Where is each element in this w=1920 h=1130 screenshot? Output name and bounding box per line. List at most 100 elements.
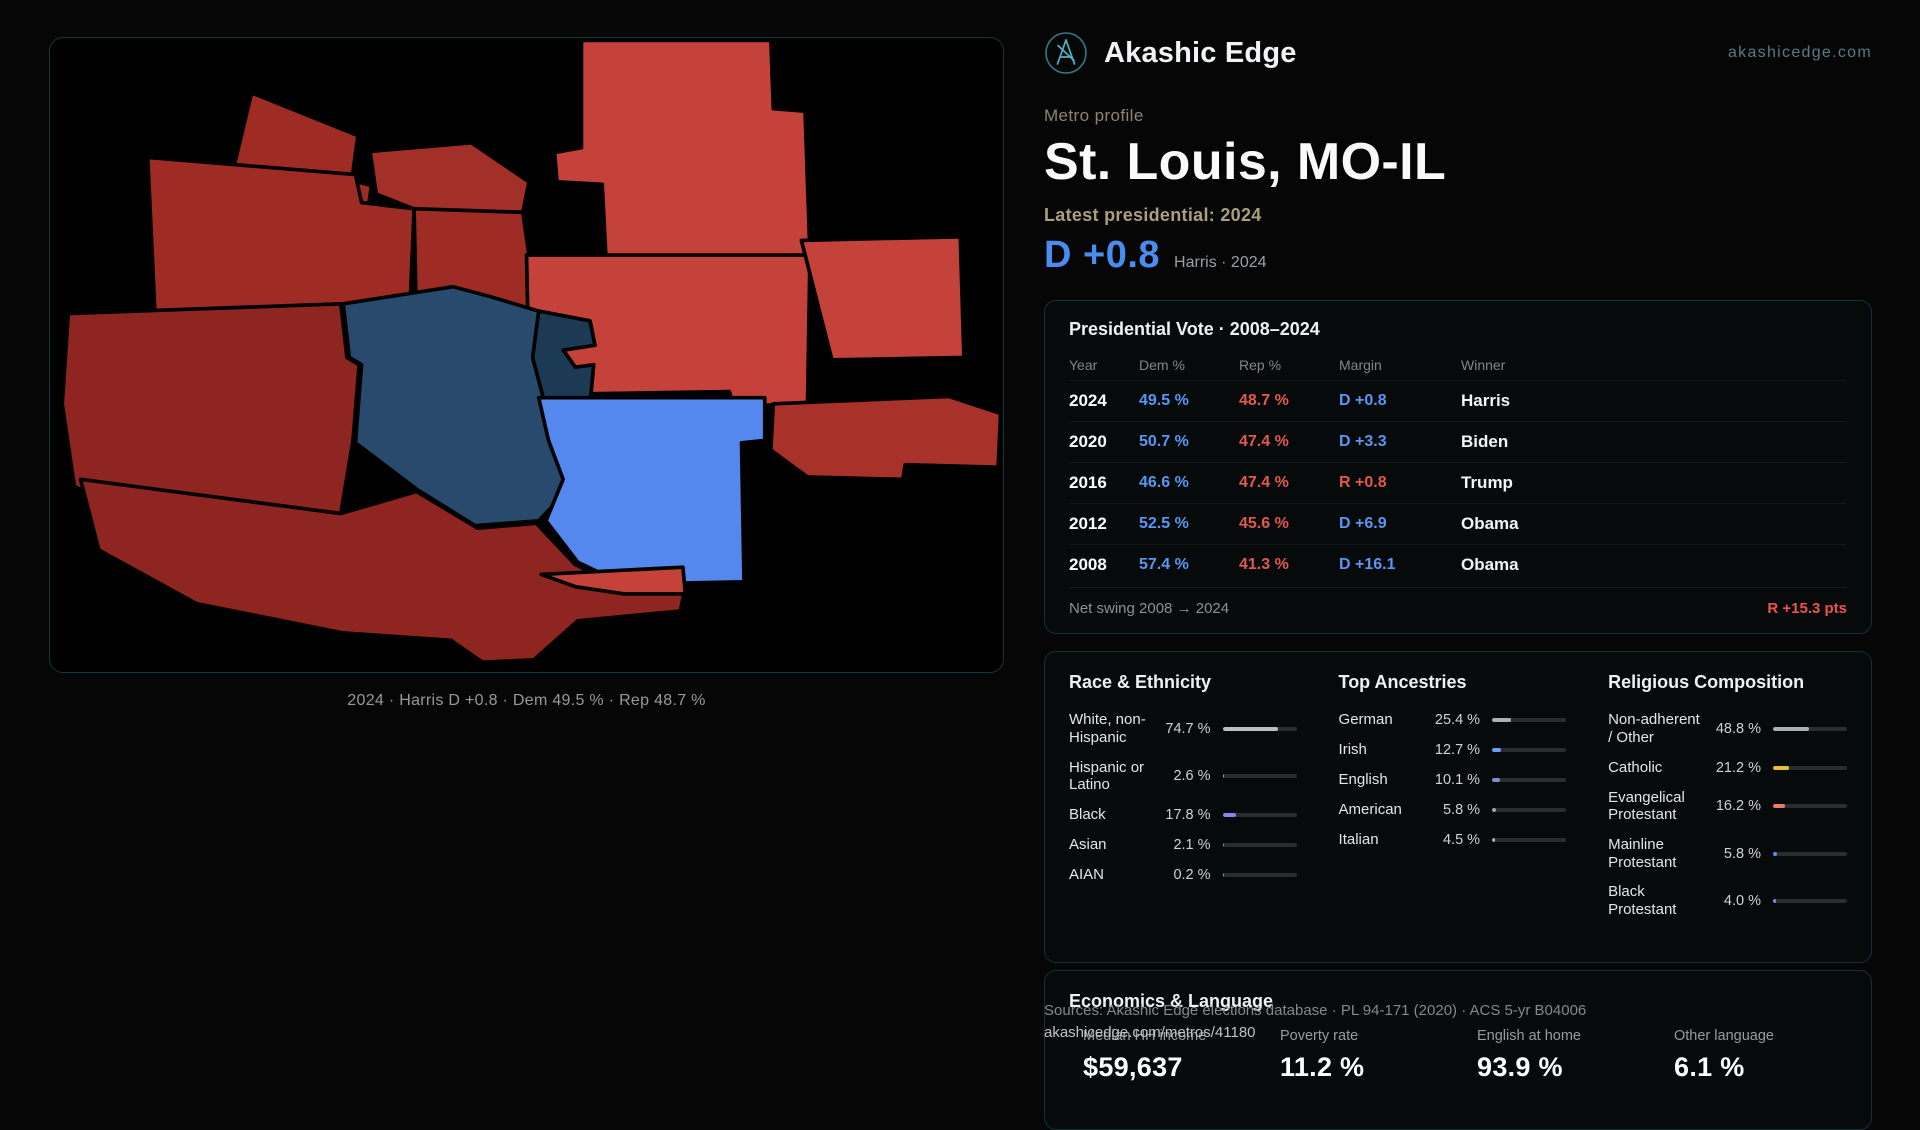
year-cell: 2008 <box>1069 555 1107 575</box>
row-label: Black <box>1069 806 1106 824</box>
row-value: 2.6 % <box>1173 768 1211 785</box>
header: Akashic Edge akashicedge.com <box>1044 30 1872 76</box>
row-label: German <box>1338 711 1393 729</box>
row-bar <box>1773 899 1847 903</box>
county-shape <box>539 565 688 596</box>
demographic-row: Hispanic or Latino 2.6 % <box>1069 753 1297 800</box>
dem-cell: 50.7 % <box>1139 433 1189 451</box>
presidential-vote-title: Presidential Vote · 2008–2024 <box>1069 319 1320 340</box>
row-bar <box>1492 778 1567 783</box>
row-value: 48.8 % <box>1715 720 1761 737</box>
stat-value: 11.2 % <box>1280 1052 1365 1083</box>
demographic-row: Italian 4.5 % <box>1339 825 1567 855</box>
row-bar <box>1492 718 1567 723</box>
demographic-row: American 5.8 % <box>1339 795 1567 825</box>
county-shape <box>799 234 966 362</box>
map-panel <box>49 37 1004 673</box>
stat-label: Median HH income <box>1083 1028 1207 1045</box>
row-label: Black Protestant <box>1608 883 1677 918</box>
margin-cell: R +0.8 <box>1339 474 1387 492</box>
headline-margin-context: Harris · 2024 <box>1174 254 1267 272</box>
table-row: 2012 52.5 % 45.6 % D +6.9 Obama <box>1069 503 1847 544</box>
row-bar <box>1222 726 1297 731</box>
margin-cell: D +16.1 <box>1339 556 1396 574</box>
col-header-dem: Dem % <box>1139 357 1185 374</box>
top-ancestries-title: Top Ancestries <box>1338 672 1467 693</box>
stat-value: 93.9 % <box>1477 1052 1563 1083</box>
dem-cell: 52.5 % <box>1139 515 1189 533</box>
map-caption: 2024 · Harris D +0.8 · Dem 49.5 % · Rep … <box>347 692 706 709</box>
row-value: 5.8 % <box>1442 802 1481 819</box>
row-bar <box>1773 851 1847 856</box>
demographic-row: Black Protestant 4.0 % <box>1608 877 1847 924</box>
stat-poverty-rate: Poverty rate 11.2 % <box>1280 1028 1453 1083</box>
table-row: 2020 50.7 % 47.4 % D +3.3 Biden <box>1069 421 1847 462</box>
year-cell: 2012 <box>1069 514 1107 534</box>
headline-margin: D +0.8 Harris · 2024 <box>1044 234 1872 280</box>
stat-median-income: Median HH income $59,637 <box>1083 1028 1256 1083</box>
economics-card: Economics & Language Median HH income $5… <box>1044 970 1872 1130</box>
county-shape <box>769 394 1003 482</box>
demographic-row: Evangelical Protestant 16.2 % <box>1608 783 1847 830</box>
race-ethnicity-title: Race & Ethnicity <box>1069 672 1212 693</box>
row-label: AIAN <box>1069 866 1105 884</box>
row-bar <box>1222 842 1297 847</box>
row-value: 74.7 % <box>1165 720 1211 737</box>
col-header-winner: Winner <box>1461 357 1506 374</box>
rep-cell: 48.7 % <box>1239 392 1289 410</box>
county-shape <box>536 395 767 587</box>
row-bar <box>1492 748 1567 753</box>
dem-cell: 46.6 % <box>1139 474 1189 492</box>
row-value: 12.7 % <box>1434 742 1481 759</box>
demographic-row: German 25.4 % <box>1339 705 1567 735</box>
stat-value: $59,637 <box>1083 1052 1183 1083</box>
row-label: Non-adherent / Other <box>1608 711 1700 746</box>
winner-cell: Harris <box>1461 391 1511 411</box>
demographic-row: Non-adherent / Other 48.8 % <box>1608 705 1847 752</box>
col-header-margin: Margin <box>1339 357 1382 374</box>
page-title: St. Louis, MO-IL <box>1044 133 1447 191</box>
row-value: 0.2 % <box>1173 866 1211 883</box>
demographic-row: English 10.1 % <box>1339 765 1567 795</box>
profile-panel: Akashic Edge akashicedge.com Metro profi… <box>1044 30 1872 1130</box>
row-value: 16.2 % <box>1715 798 1761 815</box>
demographic-row: White, non-Hispanic 74.7 % <box>1069 705 1297 752</box>
metro-url-link[interactable]: akashicedge.com/metros/41180 <box>1044 1024 1256 1041</box>
latest-presidential-label: Latest presidential: 2024 <box>1044 205 1262 226</box>
rep-cell: 47.4 % <box>1239 474 1289 492</box>
stat-label: English at home <box>1477 1028 1581 1045</box>
margin-cell: D +3.3 <box>1339 433 1387 451</box>
religious-composition-title: Religious Composition <box>1608 672 1805 693</box>
stat-label: Other language <box>1674 1028 1774 1045</box>
row-label: White, non-Hispanic <box>1069 711 1146 746</box>
stat-english-at-home: English at home 93.9 % <box>1477 1028 1650 1083</box>
row-bar <box>1773 765 1847 770</box>
table-row: 2008 57.4 % 41.3 % D +16.1 Obama <box>1069 544 1847 585</box>
winner-cell: Trump <box>1461 473 1513 493</box>
year-cell: 2020 <box>1069 432 1107 452</box>
county-shape <box>552 38 812 260</box>
table-header-row: Year Dem % Rep % Margin Winner <box>1069 350 1847 380</box>
winner-cell: Obama <box>1461 555 1519 575</box>
demographic-row: AIAN 0.2 % <box>1069 860 1297 890</box>
winner-cell: Biden <box>1461 432 1509 452</box>
row-value: 25.4 % <box>1434 712 1481 729</box>
row-value: 10.1 % <box>1434 772 1481 789</box>
religious-composition-column: Religious Composition Non-adherent / Oth… <box>1608 672 1847 925</box>
row-label: American <box>1338 801 1402 819</box>
dem-cell: 57.4 % <box>1139 556 1189 574</box>
year-cell: 2024 <box>1069 391 1107 411</box>
site-domain-link[interactable]: akashicedge.com <box>1727 44 1872 61</box>
col-header-rep: Rep % <box>1239 357 1282 374</box>
race-ethnicity-column: Race & Ethnicity White, non-Hispanic 74.… <box>1069 672 1297 890</box>
table-row: 2016 46.6 % 47.4 % R +0.8 Trump <box>1069 462 1847 503</box>
col-header-year: Year <box>1069 357 1098 374</box>
row-label: Catholic <box>1608 758 1663 776</box>
row-value: 5.8 % <box>1723 845 1761 862</box>
sources-line: Sources: Akashic Edge elections database… <box>1044 1002 1587 1019</box>
row-bar <box>1222 872 1297 877</box>
row-value: 4.0 % <box>1723 893 1761 909</box>
row-label: Italian <box>1338 831 1379 849</box>
demographic-row: Catholic 21.2 % <box>1608 753 1847 783</box>
demographic-row: Asian 2.1 % <box>1069 830 1297 860</box>
